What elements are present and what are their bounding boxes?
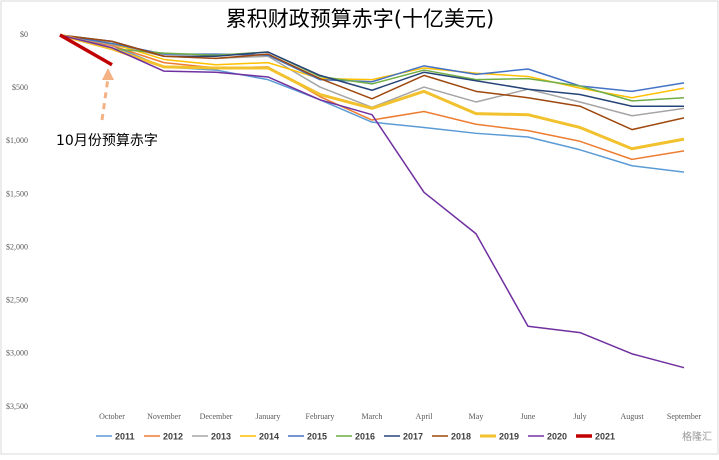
series-line <box>59 34 685 131</box>
x-tick-label: September <box>667 412 702 421</box>
series-line <box>59 34 685 99</box>
series-line <box>59 33 685 151</box>
y-tick-label: $2,500 <box>6 296 28 305</box>
y-tick-label: $3,500 <box>6 402 28 411</box>
y-tick-label: $0 <box>20 30 28 39</box>
x-tick-label: April <box>416 412 434 421</box>
x-tick-label: February <box>306 412 335 421</box>
y-tick-label: $1,000 <box>6 136 28 145</box>
x-tick-label: January <box>256 412 281 421</box>
legend-label: 2013 <box>211 431 231 441</box>
series-line <box>59 34 685 161</box>
series-line <box>59 34 685 102</box>
legend-label: 2015 <box>307 431 327 441</box>
legend-label: 2019 <box>499 431 519 441</box>
x-tick-label: July <box>573 412 586 421</box>
legend-label: 2014 <box>259 431 279 441</box>
legend-label: 2021 <box>595 431 615 441</box>
legend-label: 2011 <box>115 431 135 441</box>
legend-label: 2018 <box>451 431 471 441</box>
legend-label: 2020 <box>547 431 567 441</box>
watermark: 格隆汇 <box>682 430 712 443</box>
legend-label: 2012 <box>163 431 183 441</box>
x-tick-label: May <box>469 412 484 421</box>
annotation-arrow <box>100 77 110 121</box>
chart-title: 累积财政预算赤字(十亿美元) <box>226 7 494 31</box>
legend-label: 2016 <box>355 431 375 441</box>
annotation-arrowhead <box>102 68 114 80</box>
x-tick-label: November <box>147 412 181 421</box>
series-line <box>59 33 113 67</box>
y-tick-label: $3,000 <box>6 349 28 358</box>
y-tick-label: $500 <box>12 83 28 92</box>
x-tick-label: March <box>362 412 383 421</box>
y-tick-label: $1,500 <box>6 189 28 198</box>
x-tick-label: October <box>99 412 125 421</box>
x-tick-label: December <box>200 412 233 421</box>
annotation: 10月份预算赤字 <box>56 133 158 149</box>
y-tick-label: $2,000 <box>6 242 28 251</box>
x-tick-label: August <box>620 412 644 421</box>
series-line <box>59 34 685 369</box>
legend-label: 2017 <box>403 431 423 441</box>
x-tick-label: June <box>521 412 536 421</box>
